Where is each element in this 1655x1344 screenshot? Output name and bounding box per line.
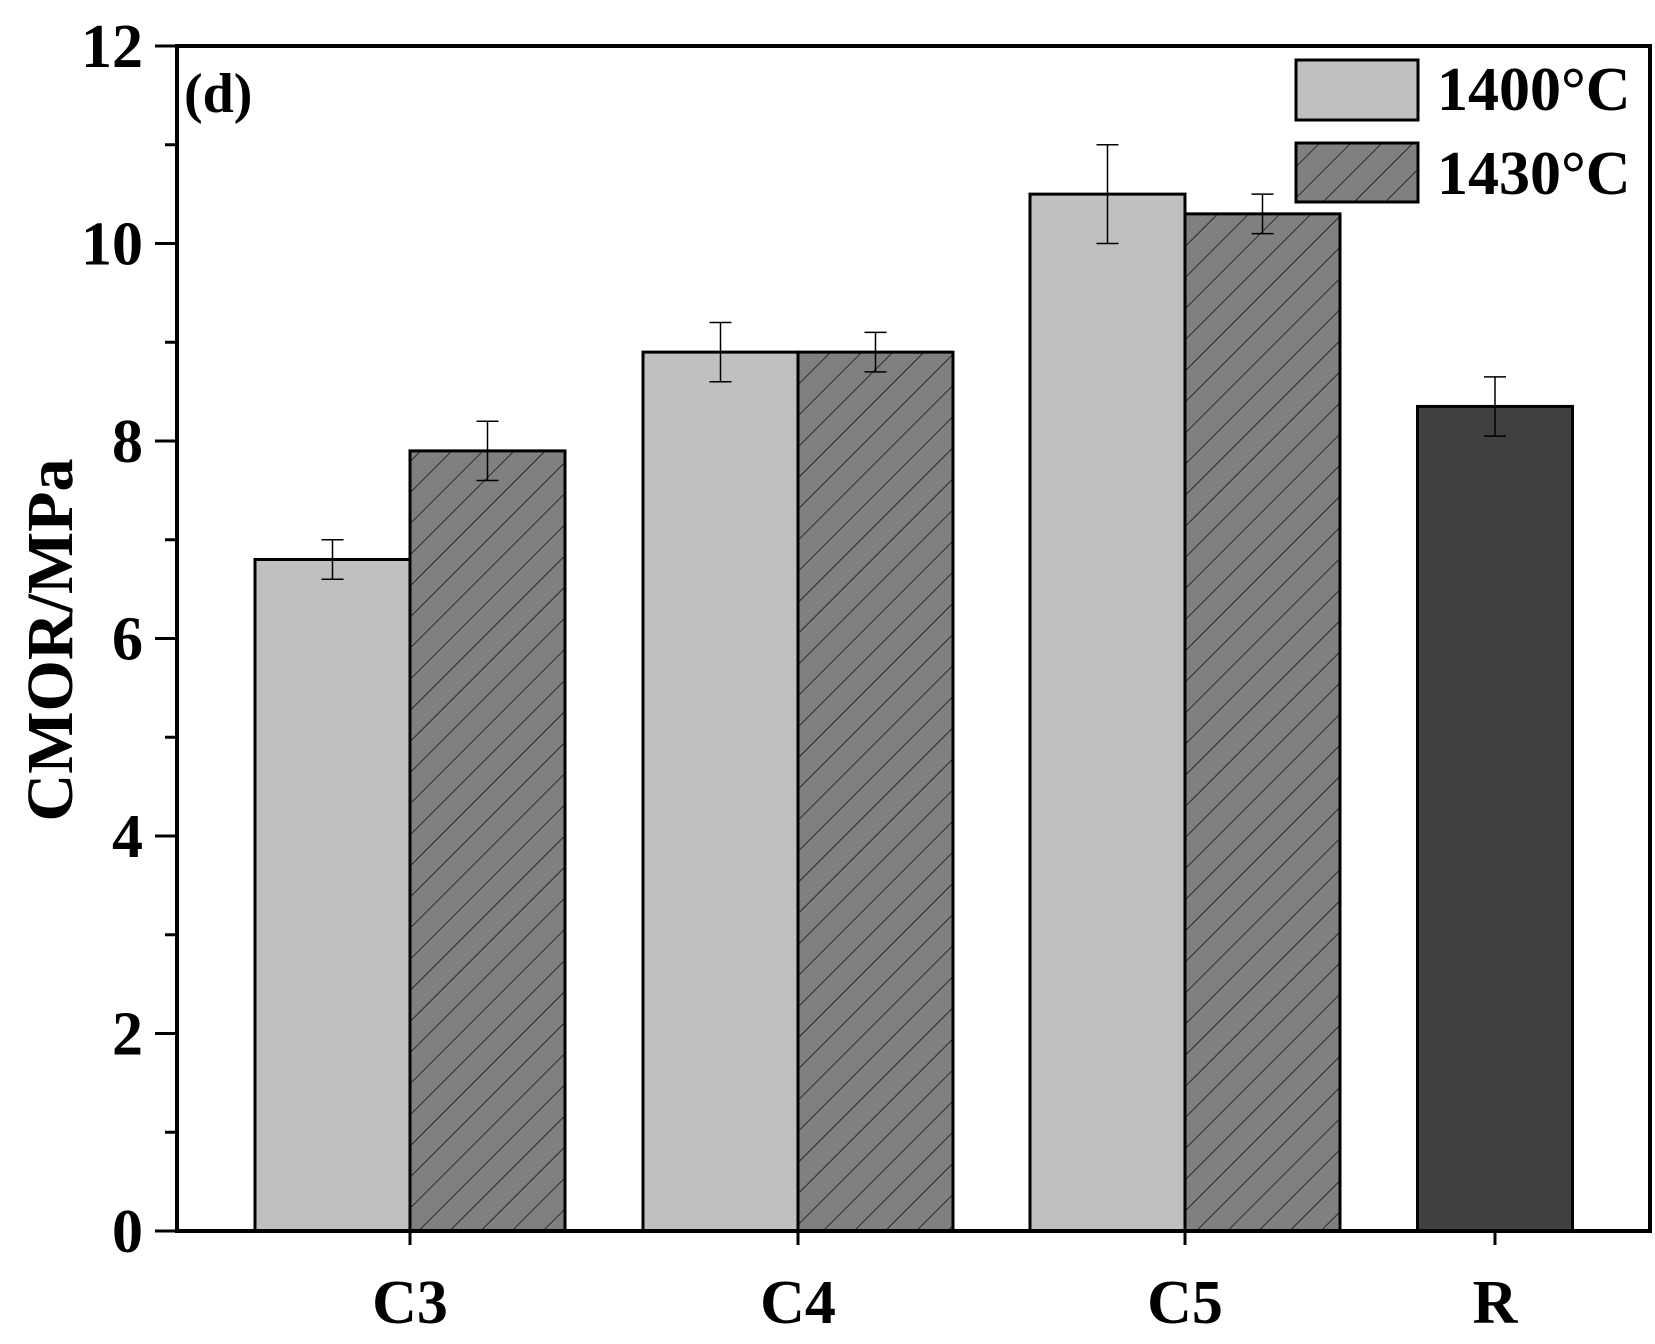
x-tick-label-C5: C5 [1147,1269,1223,1337]
y-tick-label-0: 0 [112,1198,143,1266]
bar-C3-1400 [253,558,412,1233]
panel-label: (d) [184,63,252,125]
x-tick-label-R: R [1473,1269,1519,1337]
bar-C5-1430 [1183,212,1342,1233]
bar-C3-1430 [408,449,567,1233]
y-tick-label-12: 12 [81,13,143,81]
y-tick-label-4: 4 [112,803,143,871]
bar-C4-1400 [641,350,800,1233]
y-tick-label-10: 10 [81,211,143,279]
y-axis-label: CMOR/MPa [14,459,87,822]
bar-C4-1430 [796,350,955,1233]
legend: 1400°C 1430°C [1294,56,1631,208]
y-tick-label-2: 2 [112,1001,143,1069]
bar-R [1416,404,1574,1233]
y-tick-label-8: 8 [112,408,143,476]
x-tick-label-C4: C4 [760,1269,836,1337]
legend-swatch-1430 [1294,141,1420,204]
legend-label-1430: 1430°C [1437,140,1631,208]
bar-C5-1400 [1028,192,1187,1233]
y-tick-label-6: 6 [112,606,143,674]
x-tick-label-C3: C3 [372,1269,448,1337]
legend-swatch-1400 [1294,58,1420,122]
legend-label-1400: 1400°C [1437,56,1631,124]
